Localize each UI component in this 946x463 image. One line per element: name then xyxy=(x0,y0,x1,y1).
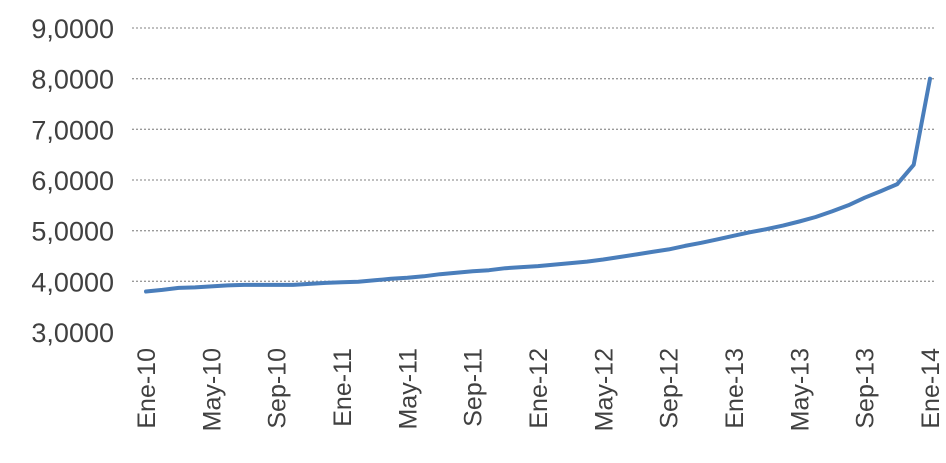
x-tick-label: Ene-11 xyxy=(329,348,357,427)
data-point xyxy=(797,220,801,224)
x-tick-label: May-11 xyxy=(394,348,422,430)
data-point xyxy=(781,224,785,228)
x-tick-label: Sep-12 xyxy=(656,348,684,429)
x-tick-label: Ene-10 xyxy=(133,348,161,429)
data-point xyxy=(585,260,589,264)
data-point xyxy=(356,280,360,284)
data-point xyxy=(291,283,295,287)
data-point xyxy=(487,268,491,272)
data-point xyxy=(438,272,442,276)
x-axis-tick-labels: Ene-10 May-10 Sep-10 Ene-11 May-11 Sep-11 Ene-… xyxy=(133,348,945,431)
data-point xyxy=(650,250,654,254)
x-tick-label: Ene-14 xyxy=(917,348,945,429)
data-point xyxy=(340,280,344,284)
data-point xyxy=(177,286,181,290)
data-point xyxy=(144,289,148,293)
data-point xyxy=(242,283,246,287)
data-point xyxy=(324,281,328,285)
data-point xyxy=(569,261,573,265)
data-point xyxy=(683,244,687,248)
series-line xyxy=(144,76,932,294)
data-point xyxy=(912,163,916,167)
data-point xyxy=(634,252,638,256)
data-point xyxy=(667,247,671,251)
y-tick-label: 8,0000 xyxy=(31,65,114,95)
x-tick-label: Sep-10 xyxy=(264,348,292,429)
data-point xyxy=(846,203,850,207)
data-point xyxy=(552,263,556,267)
data-point xyxy=(716,237,720,241)
x-tick-label: May-13 xyxy=(786,348,814,431)
data-point xyxy=(618,255,622,259)
data-point xyxy=(193,285,197,289)
x-tick-label: Ene-13 xyxy=(721,348,749,429)
y-tick-label: 4,0000 xyxy=(31,267,114,297)
data-point xyxy=(732,234,736,238)
data-point xyxy=(405,276,409,280)
data-point xyxy=(454,271,458,275)
data-point xyxy=(863,196,867,200)
data-point xyxy=(748,230,752,234)
data-point xyxy=(536,264,540,268)
y-tick-label: 6,0000 xyxy=(31,166,114,196)
y-tick-label: 7,0000 xyxy=(31,115,114,145)
data-point xyxy=(275,283,279,287)
data-point xyxy=(765,227,769,231)
data-point xyxy=(928,77,932,81)
data-point xyxy=(226,283,230,287)
y-tick-label: 9,0000 xyxy=(31,14,114,44)
data-point xyxy=(503,266,507,270)
data-point xyxy=(373,278,377,282)
y-tick-label: 5,0000 xyxy=(31,217,114,247)
data-point xyxy=(471,269,475,273)
data-point xyxy=(160,288,164,292)
x-tick-label: Ene-12 xyxy=(525,348,553,429)
data-point xyxy=(879,189,883,193)
data-point xyxy=(699,241,703,245)
data-point xyxy=(830,209,834,213)
data-point xyxy=(389,277,393,281)
x-tick-label: Sep-11 xyxy=(460,348,488,427)
data-point xyxy=(307,282,311,286)
data-point xyxy=(814,215,818,219)
data-point xyxy=(258,283,262,287)
series-layer xyxy=(144,76,932,294)
x-tick-label: Sep-13 xyxy=(852,348,880,429)
data-point xyxy=(601,258,605,262)
y-axis-tick-labels: 3,0000 4,0000 5,0000 6,0000 7,0000 8,0000 9,00… xyxy=(31,14,114,348)
data-point xyxy=(209,284,213,288)
data-point xyxy=(520,265,524,269)
x-tick-label: May-12 xyxy=(590,348,618,431)
x-tick-label: May-10 xyxy=(198,348,226,431)
data-point xyxy=(422,274,426,278)
y-tick-label: 3,0000 xyxy=(31,318,114,348)
gridlines xyxy=(132,27,936,282)
data-point xyxy=(895,182,899,186)
